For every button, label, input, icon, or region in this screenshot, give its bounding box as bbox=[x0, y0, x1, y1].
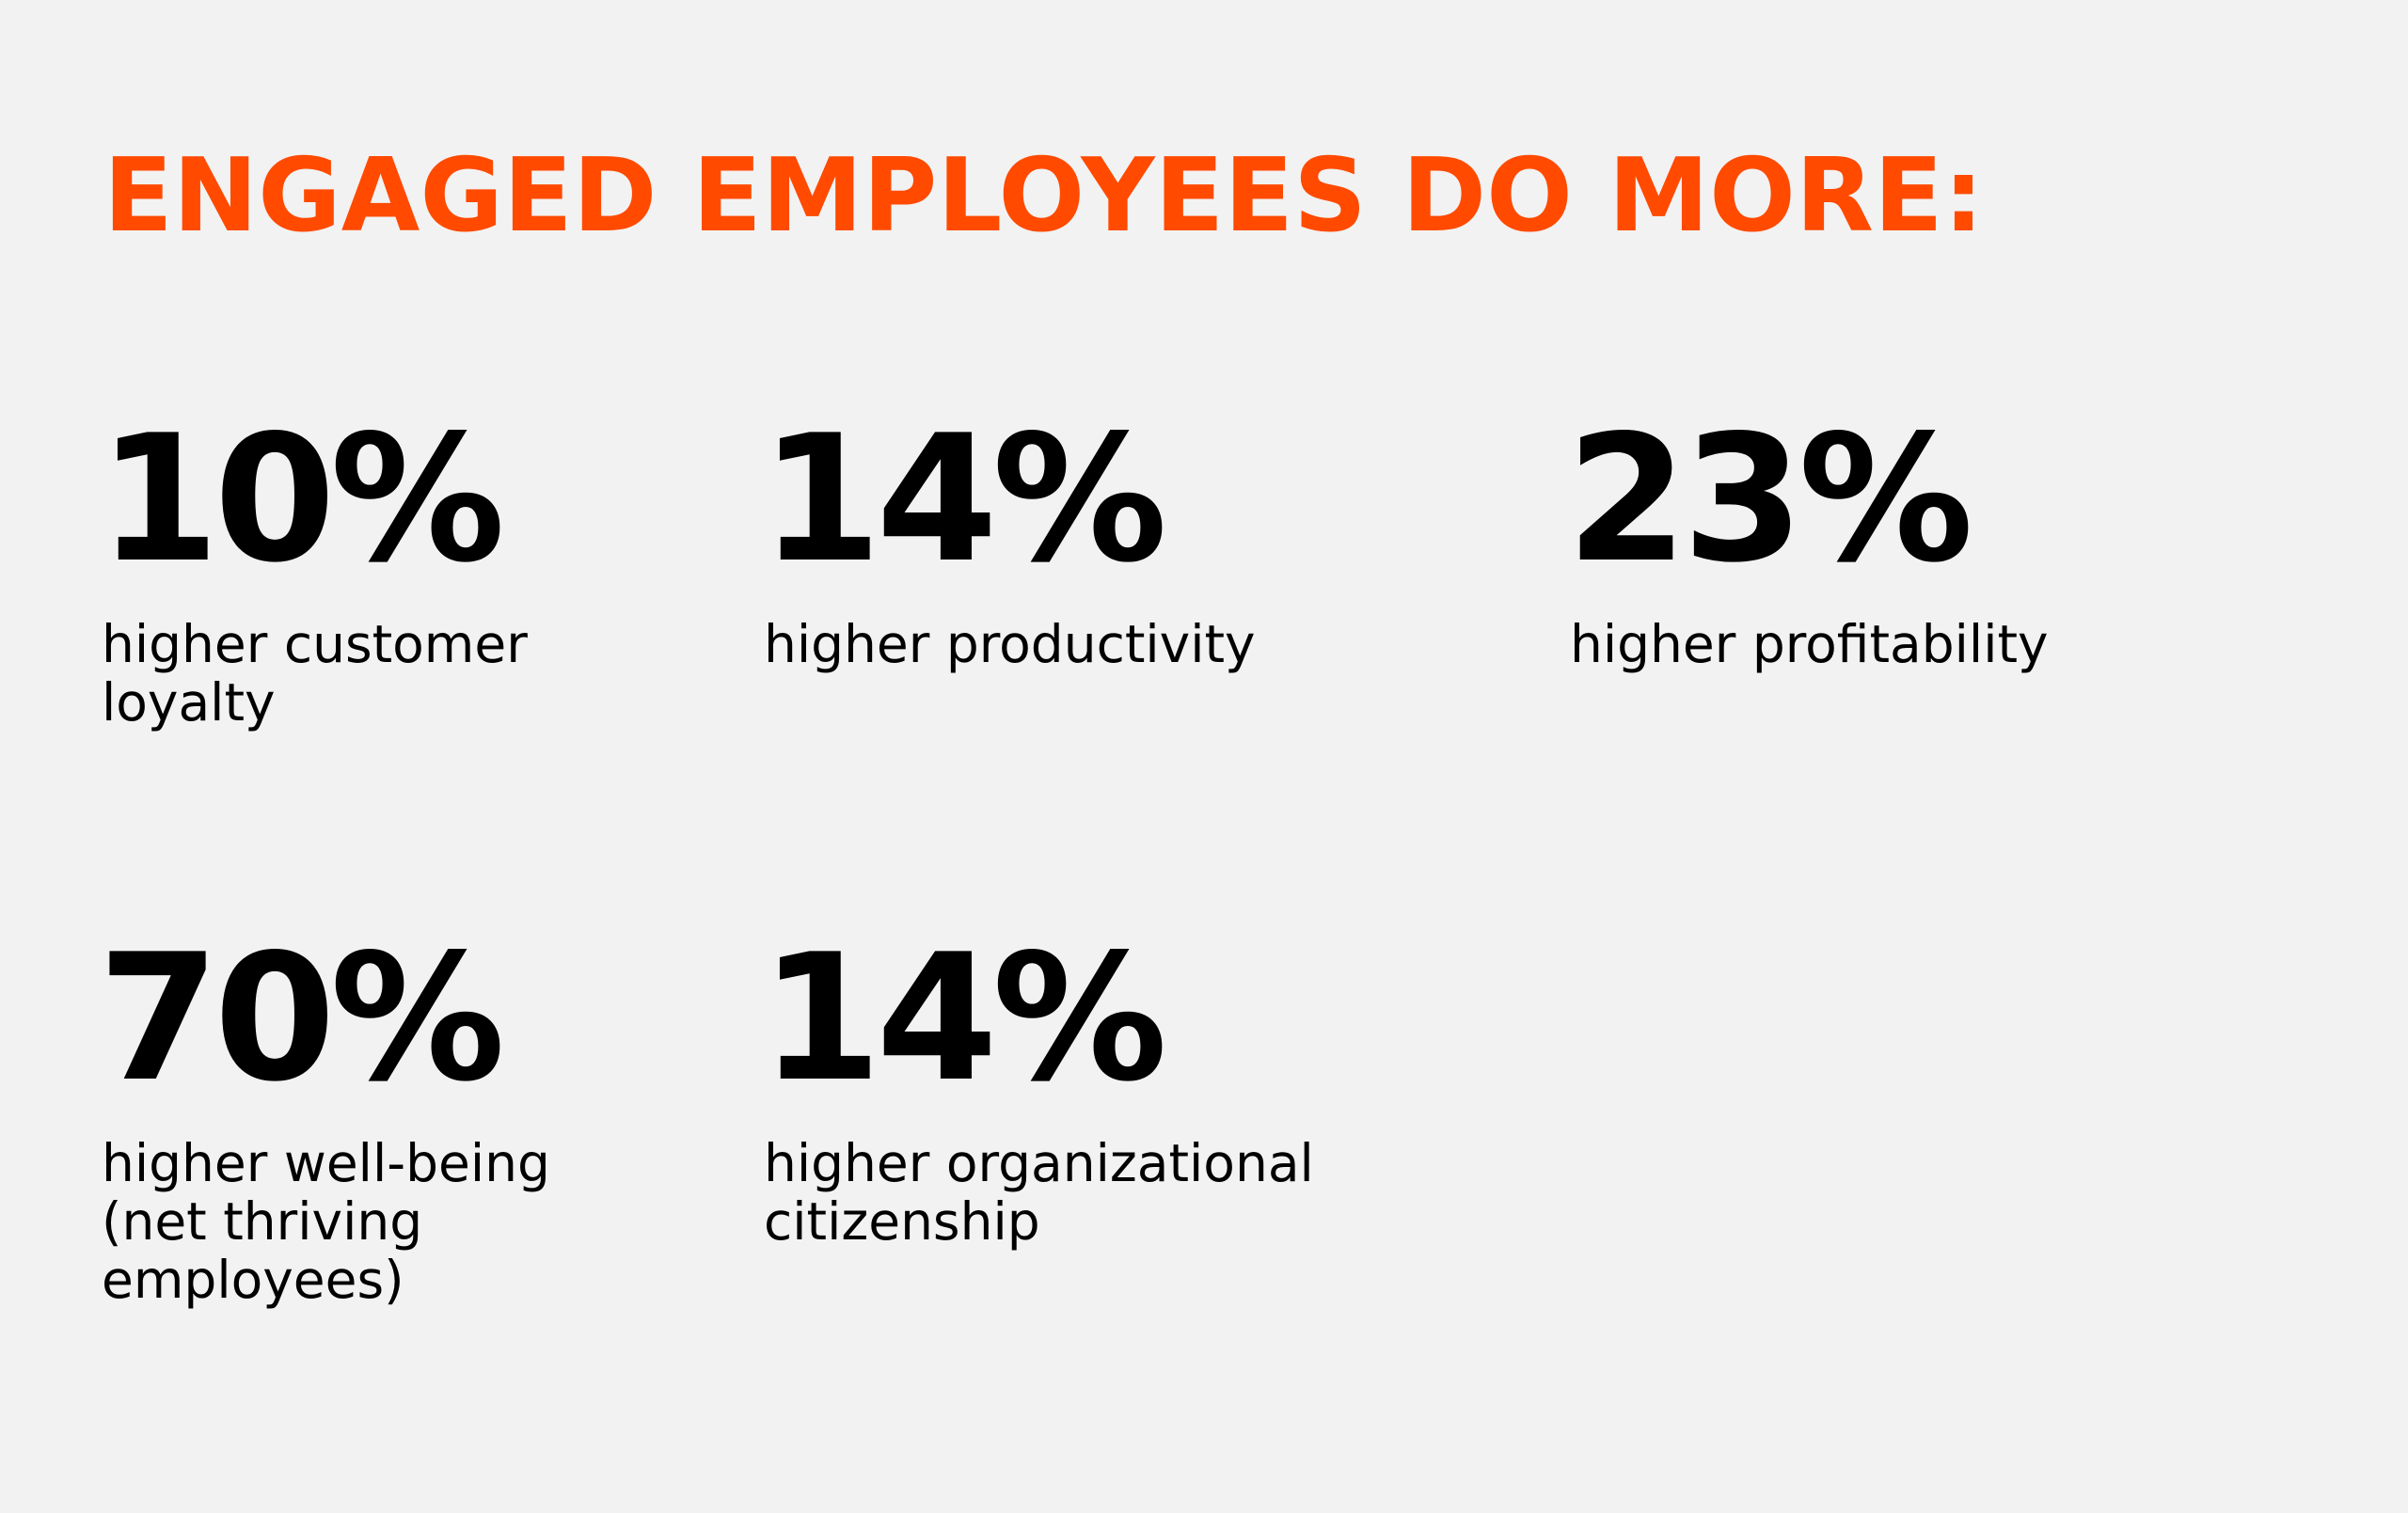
stat-label: higher profitability bbox=[1570, 614, 2049, 674]
stat-value: 10% bbox=[98, 397, 505, 601]
stat-value: 14% bbox=[760, 397, 1167, 601]
stat-value: 70% bbox=[98, 916, 505, 1120]
stat-organizational-citizenship: 14% higher organizational citizenship bbox=[760, 916, 1418, 1252]
stat-value: 23% bbox=[1566, 397, 1973, 601]
stat-label: higher organizational citizenship bbox=[764, 1133, 1314, 1252]
stat-productivity: 14% higher productivity bbox=[760, 397, 1418, 674]
stat-label: higher productivity bbox=[764, 614, 1256, 674]
stat-value: 14% bbox=[760, 916, 1167, 1120]
stat-label: higher customer loyalty bbox=[102, 614, 528, 733]
stat-label: higher well-being (net thriving employee… bbox=[102, 1133, 550, 1310]
stat-well-being: 70% higher well-being (net thriving empl… bbox=[98, 916, 625, 1310]
page-title: ENGAGED EMPLOYEES DO MORE: bbox=[103, 137, 1985, 255]
stat-profitability: 23% higher profitability bbox=[1566, 397, 2281, 674]
stat-customer-loyalty: 10% higher customer loyalty bbox=[98, 397, 625, 733]
